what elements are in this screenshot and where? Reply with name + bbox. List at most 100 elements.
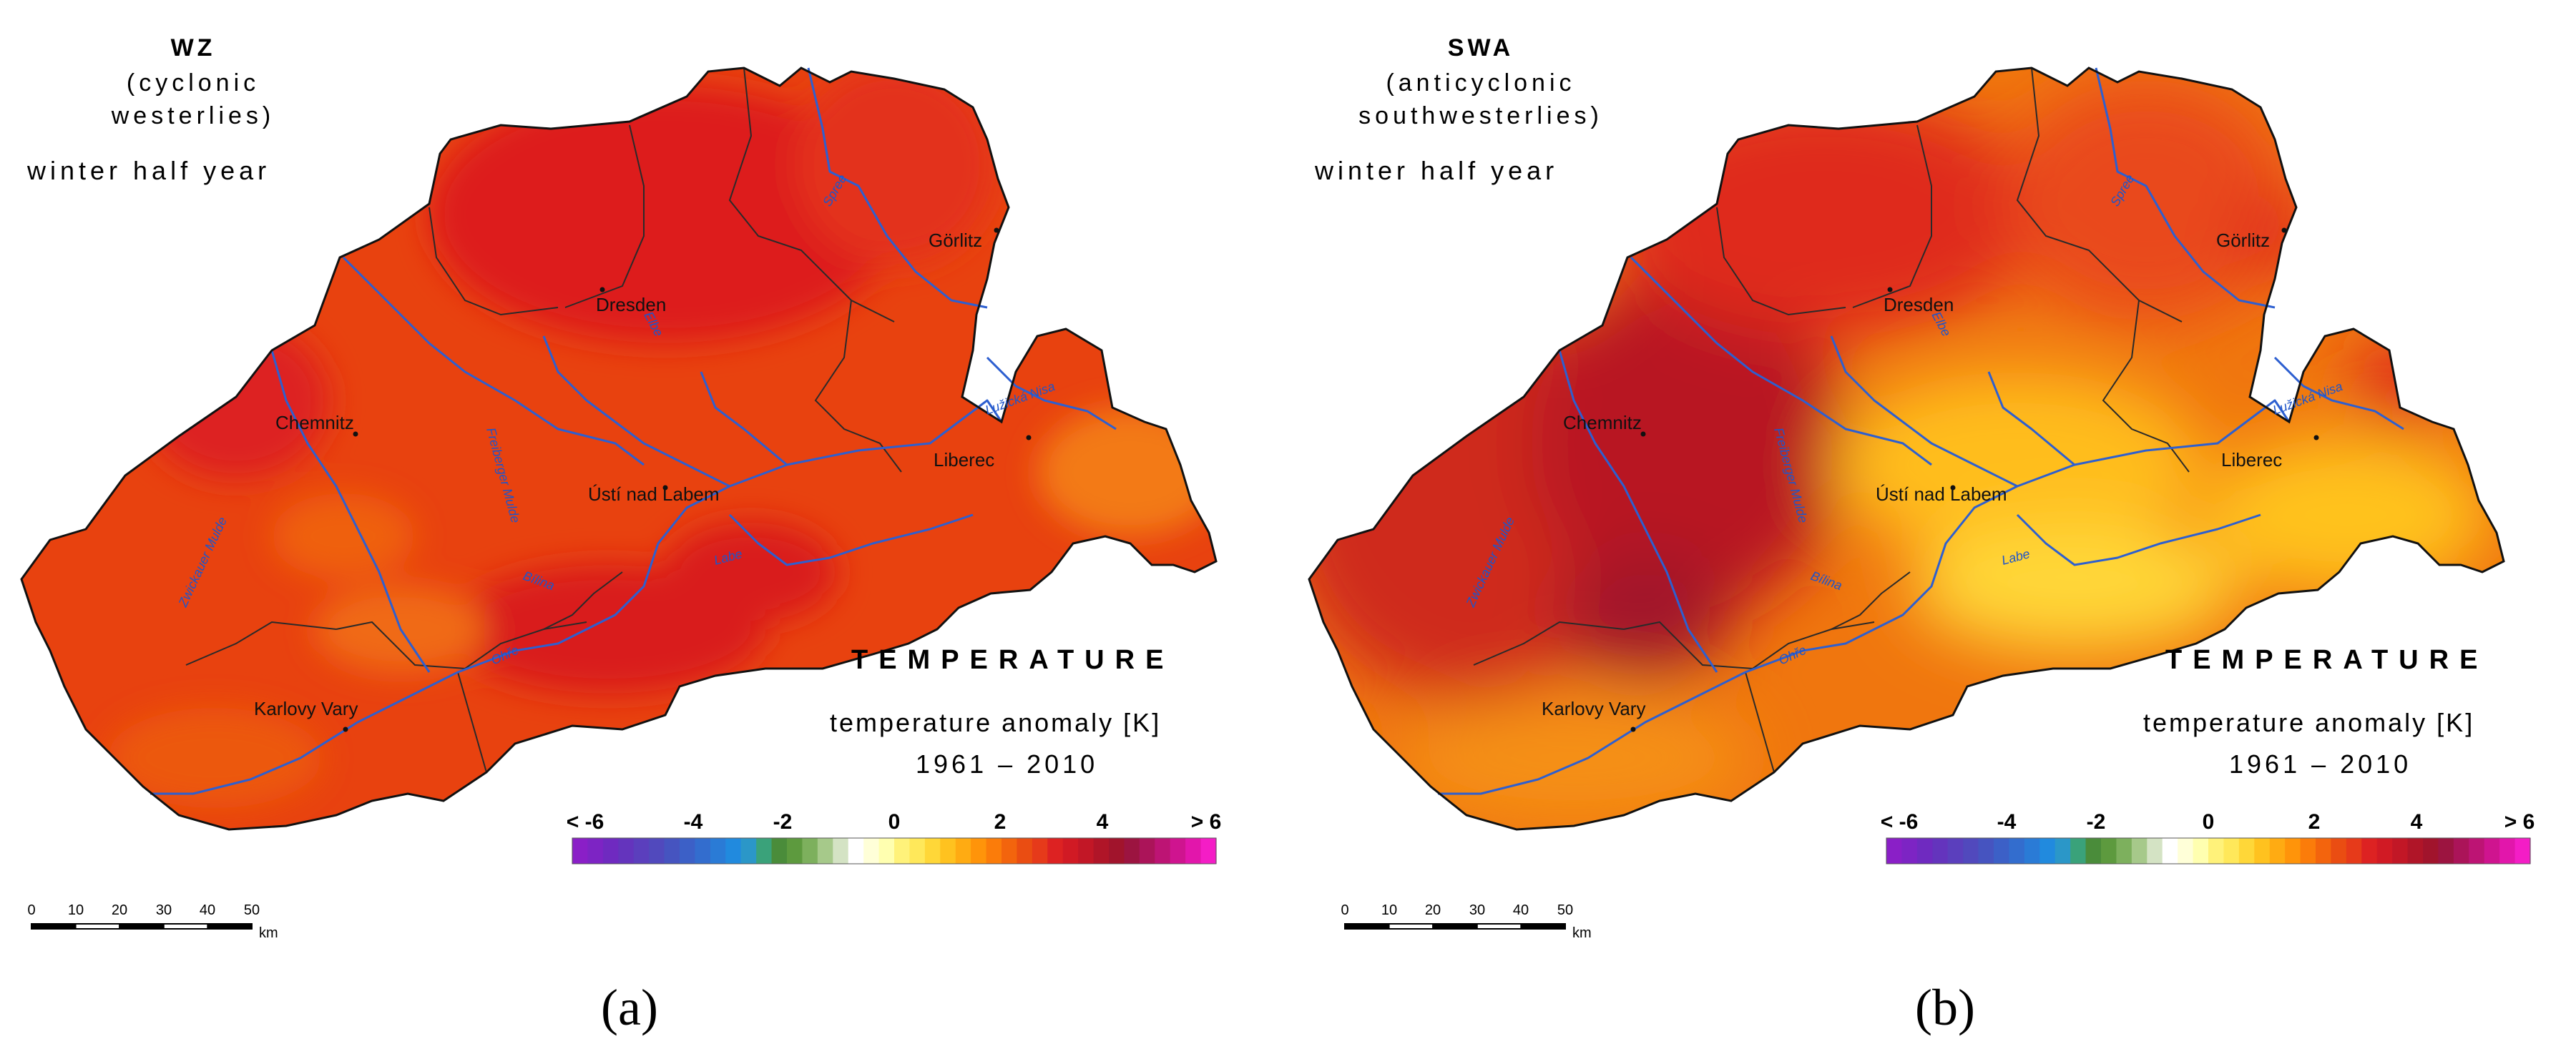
colorbar-swatch [1109,838,1125,864]
colorbar-tick-label: -4 [1997,810,2017,834]
quantity-label: temperature anomaly [K] [2143,708,2475,737]
colorbar-swatch [1932,838,1949,864]
period-label: 1961 – 2010 [916,749,1099,779]
colorbar-swatch [2331,838,2347,864]
colorbar-swatch [2238,838,2255,864]
colorbar-swatch [2316,838,2332,864]
scale-tick-label: 20 [111,902,128,918]
colorbar-tick-label: 2 [994,810,1007,834]
colorbar-tick-label: 0 [2202,810,2215,834]
colorbar-swatch [787,838,803,864]
colorbar [1886,837,2531,864]
colorbar-swatch [986,838,1002,864]
scale-tick-label: 40 [1512,902,1529,918]
scale-bar [1344,923,1566,930]
weather-type-code: WZ [170,34,216,61]
colorbar-swatch [756,838,773,864]
colorbar-swatch [1093,838,1110,864]
panel-caption: (a) [601,979,658,1036]
colorbar-tick-label: 4 [2410,810,2423,834]
city-label: Görlitz [929,230,982,251]
colorbar-swatch [2285,838,2301,864]
city-label: Karlovy Vary [1542,698,1645,719]
colorbar-swatch [2178,838,2194,864]
colorbar-swatch [633,838,650,864]
city-marker [353,431,358,437]
panel-b: Dresden Chemnitz Görlitz Liberec Ústí nad La… [1288,0,2575,1064]
panel-caption: (b) [1915,979,1975,1036]
city-marker [662,485,668,491]
colorbar-swatch [2101,838,2117,864]
scale-tick-label: 50 [243,902,260,918]
scale-tick-label: 30 [1469,902,1486,918]
colorbar-swatch [2423,838,2439,864]
colorbar-swatch [1978,838,1994,864]
colorbar-swatch [909,838,926,864]
colorbar-swatch [2407,838,2424,864]
city-marker [2281,227,2287,233]
colorbar-swatch [2085,838,2102,864]
rivers [150,67,1117,795]
colorbar-swatch [971,838,987,864]
city-label: Chemnitz [1563,412,1642,433]
colorbar-tick-label: < -6 [1880,810,1919,834]
weather-type-subtitle-2: southwesterlies) [1358,102,1603,129]
region-outline [1308,66,2505,831]
colorbar-swatch [924,838,941,864]
colorbar-swatch [664,838,680,864]
colorbar-swatch [2070,838,2087,864]
city-label: Chemnitz [275,412,354,433]
colorbar-swatch [725,838,742,864]
colorbar-swatch [817,838,833,864]
city-label: Liberec [2221,449,2282,471]
colorbar-swatch [2484,838,2500,864]
colorbar-swatch [2376,838,2393,864]
colorbar-swatch [680,838,696,864]
colorbar-swatch [2055,838,2071,864]
colorbar-swatch [572,838,589,864]
colorbar-swatch [1200,838,1217,864]
panel-a: Dresden Chemnitz Görlitz Liberec Ústí nad La… [20,34,1221,1036]
colorbar-swatch [2024,838,2040,864]
scale-bar [31,923,253,930]
colorbar-swatch [2499,838,2516,864]
variable-title: TEMPERATURE [2165,645,2489,675]
city-label: Ústí nad Labem [1876,483,2007,505]
colorbar-tick-label: -2 [773,810,793,834]
colorbar-swatch [863,838,880,864]
colorbar-swatch [2131,838,2148,864]
city-label: Liberec [934,449,994,471]
colorbar-tick-label: 4 [1096,810,1109,834]
colorbar-swatch [2453,838,2469,864]
colorbar-swatch [2469,838,2485,864]
scale-unit: km [1572,925,1592,941]
colorbar-swatch [649,838,665,864]
colorbar-swatch [878,838,895,864]
colorbar-swatch [771,838,788,864]
period-label: 1961 – 2010 [2229,749,2412,779]
colorbar-swatch [1886,838,1903,864]
colorbar-swatch [2346,838,2362,864]
colorbar-swatch [940,838,956,864]
quantity-label: temperature anomaly [K] [830,708,1162,737]
city-marker [2313,435,2319,440]
colorbar-swatch [955,838,971,864]
scale-tick-label: 40 [199,902,216,918]
colorbar-swatch [2147,838,2163,864]
colorbar-swatch [2162,838,2178,864]
colorbar-swatch [802,838,818,864]
city-marker [1640,431,1646,437]
weather-type-subtitle-2: westerlies) [111,102,275,129]
colorbar-swatch [2208,838,2225,864]
colorbar-swatch [602,838,619,864]
colorbar-tick-label: 0 [888,810,901,834]
colorbar-swatch [695,838,711,864]
colorbar-swatch [2193,838,2209,864]
scale-tick-label: 0 [1341,902,1349,918]
scale-tick-label: 10 [67,902,84,918]
colorbar-swatch [2039,838,2056,864]
map-panel-a: Dresden Chemnitz Görlitz Liberec Ústí nad La… [20,66,1218,930]
scale-tick-label: 50 [1557,902,1574,918]
colorbar-swatch [1947,838,1964,864]
colorbar-swatch [1139,838,1155,864]
